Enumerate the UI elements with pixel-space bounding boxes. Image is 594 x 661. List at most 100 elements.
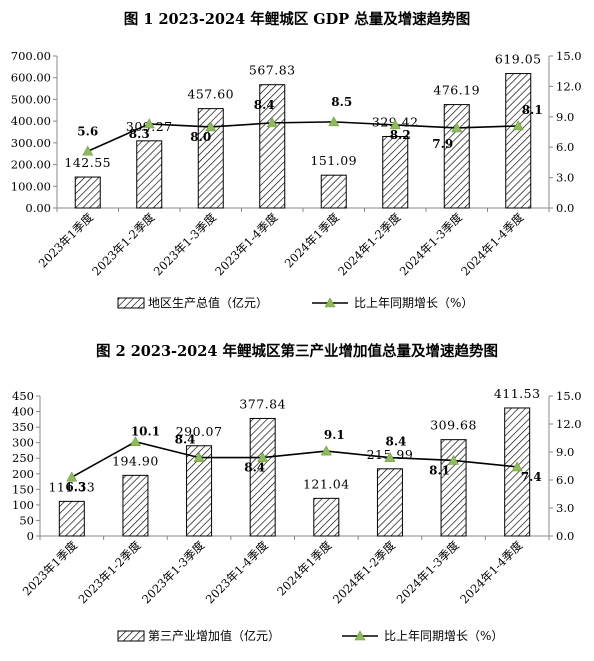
chart-2-x-tick-label: 2024年1-2季度 [330, 538, 398, 606]
chart-1-growth-marker [205, 121, 217, 132]
chart-2-bar-label: 411.53 [494, 386, 541, 401]
chart-2-bar [249, 417, 276, 537]
chart-2-left-tick-label: 400 [12, 405, 34, 419]
chart-1-legend: 地区生产总值（亿元） 比上年同期增长（%） [117, 295, 473, 310]
chart-2-growth-marker [320, 445, 332, 456]
chart-2-right-tick-label: 6.0 [556, 473, 574, 487]
chart-2-left-tick-label: 250 [12, 451, 34, 465]
chart-2-x-tick-label: 2023年1-3季度 [139, 538, 207, 606]
chart-2-growth-label: 8.4 [244, 461, 265, 475]
chart-2-bar-label: 377.84 [239, 396, 286, 411]
chart-2-bar [440, 439, 467, 537]
chart-2-growth-marker [511, 461, 523, 472]
chart-1-legend-line-label: 比上年同期增长（%） [354, 296, 473, 310]
chart-2-growth-marker [193, 451, 205, 462]
chart-1-growth-label: 8.5 [331, 95, 352, 109]
chart-1-bar [320, 174, 347, 209]
chart-2-line: 6.3 10.1 8.4 8.4 9.1 8.4 8.1 7.4 [65, 425, 541, 494]
chart-2-growth-label: 6.3 [65, 480, 86, 494]
chart-2-x-tick-label: 2023年1-4季度 [203, 538, 271, 606]
chart-2-bar-label: 309.68 [430, 418, 477, 433]
chart-2-bar [504, 407, 531, 537]
chart-1-x-tick-label: 2023年1季度 [36, 210, 97, 271]
chart-1-left-tick-label: 300.00 [11, 136, 51, 150]
chart-2-bar [376, 468, 403, 537]
chart-2-growth-marker [448, 454, 460, 465]
chart-2-bar [122, 474, 149, 537]
chart-1: 图 1 2023-2024 年鲤城区 GDP 总量及增速趋势图 0.00 100.… [11, 10, 582, 310]
chart-1-bar [74, 176, 101, 209]
chart-2-left-tick-label: 150 [12, 482, 34, 496]
chart-2-growth-label: 8.4 [385, 435, 406, 449]
chart-1-growth-label: 8.1 [522, 103, 543, 117]
chart-1-left-tick-label: 400.00 [11, 114, 51, 128]
chart-2-x-tick-label: 2023年1-2季度 [75, 538, 143, 606]
chart-1-growth-line [87, 121, 519, 152]
chart-1-growth-marker [512, 120, 524, 131]
chart-1-legend-marker [324, 297, 336, 308]
chart-2-right-tick-label: 9.0 [556, 445, 574, 459]
chart-2-legend-bar-swatch [117, 630, 145, 642]
chart-1-bar-label: 476.19 [433, 83, 480, 98]
chart-1-line: 5.6 8.3 8.0 8.4 8.5 8.2 7.9 8.1 [77, 95, 543, 156]
chart-1-growth-marker [143, 118, 155, 129]
chart-1-legend-bar-swatch [117, 297, 145, 309]
chart-2-x-tick-label: 2024年1-4季度 [457, 538, 525, 606]
chart-1-growth-label: 7.9 [432, 137, 453, 151]
chart-1-left-tick-label: 500.00 [11, 92, 51, 106]
chart-1-growth-marker [328, 116, 340, 127]
chart-1-x-tick-label: 2023年1-2季度 [89, 210, 157, 278]
chart-1-bar [443, 104, 470, 209]
chart-1-left-tick-label: 200.00 [11, 158, 51, 172]
chart-1-growth-marker [451, 122, 463, 133]
chart-2-left-tick-label: 450 [12, 389, 34, 403]
chart-2-growth-label: 9.1 [324, 428, 345, 442]
chart-2-growth-label: 8.4 [175, 433, 196, 447]
chart-2-growth-marker [384, 451, 396, 462]
chart-1-left-tick-label: 700.00 [11, 49, 51, 63]
chart-1-bar [382, 135, 409, 209]
chart-1-legend-bar-label: 地区生产总值（亿元） [148, 295, 268, 310]
chart-1-bar-label: 619.05 [495, 52, 542, 67]
chart-2-left-tick-label: 350 [12, 420, 34, 434]
chart-1-left-tick-label: 0.00 [25, 201, 51, 215]
chart-1-bar-label: 142.55 [64, 155, 111, 170]
chart-1-right-tick-label: 9.0 [556, 110, 574, 124]
chart-1-left-tick-label: 100.00 [11, 179, 51, 193]
chart-1-growth-label: 8.4 [254, 98, 275, 112]
chart-1-bar [136, 140, 163, 209]
chart-2-bar-label: 111.33 [48, 479, 95, 494]
chart-2-growth-marker [257, 451, 269, 462]
chart-2-growth-label: 7.4 [521, 470, 542, 484]
chart-2-legend: 第三产业增加值（亿元） 比上年同期增长（%） [117, 628, 503, 643]
chart-2-x-tick-label: 2023年1季度 [20, 538, 81, 599]
chart-1-right-tick-label: 3.0 [556, 171, 574, 185]
chart-2-bar [313, 497, 340, 537]
chart-2-right-tick-label: 12.0 [556, 417, 582, 431]
chart-1-bar-label: 457.60 [187, 87, 234, 102]
chart-2-x-tick-label: 2024年1季度 [274, 538, 335, 599]
chart-2-left-tick-label: 200 [12, 467, 34, 481]
chart-1-growth-label: 8.2 [390, 128, 411, 142]
chart-1-bar-label: 567.83 [249, 63, 296, 78]
chart-2-bar-label: 194.90 [112, 453, 159, 468]
chart-1-bar [259, 84, 286, 209]
chart-2-left-tick-label: 100 [12, 498, 34, 512]
chart-1-title: 图 1 2023-2024 年鲤城区 GDP 总量及增速趋势图 [124, 10, 470, 28]
chart-1-growth-label: 8.0 [190, 130, 211, 144]
chart-1-right-tick-label: 15.0 [556, 49, 582, 63]
chart-1-x-tick-label: 2024年1-4季度 [458, 210, 526, 278]
chart-2-growth-label: 8.1 [429, 463, 450, 477]
chart-1-x-tick-label: 2024年1-2季度 [335, 210, 403, 278]
chart-2-growth-line [71, 440, 518, 478]
chart-1-right-tick-label: 6.0 [556, 140, 574, 154]
chart-2-bar-label: 121.04 [303, 476, 350, 491]
chart-2: 图 2 2023-2024 年鲤城区第三产业增加值总量及增速趋势图 0 50100… [12, 342, 582, 643]
chart-2-legend-line-label: 比上年同期增长（%） [384, 629, 503, 643]
chart-2-growth-marker [66, 471, 78, 482]
chart-2-left-tick-label: 50 [19, 513, 34, 527]
chart-2-right-tick-label: 15.0 [556, 389, 582, 403]
chart-1-x-tick-label: 2023年1-3季度 [151, 210, 219, 278]
